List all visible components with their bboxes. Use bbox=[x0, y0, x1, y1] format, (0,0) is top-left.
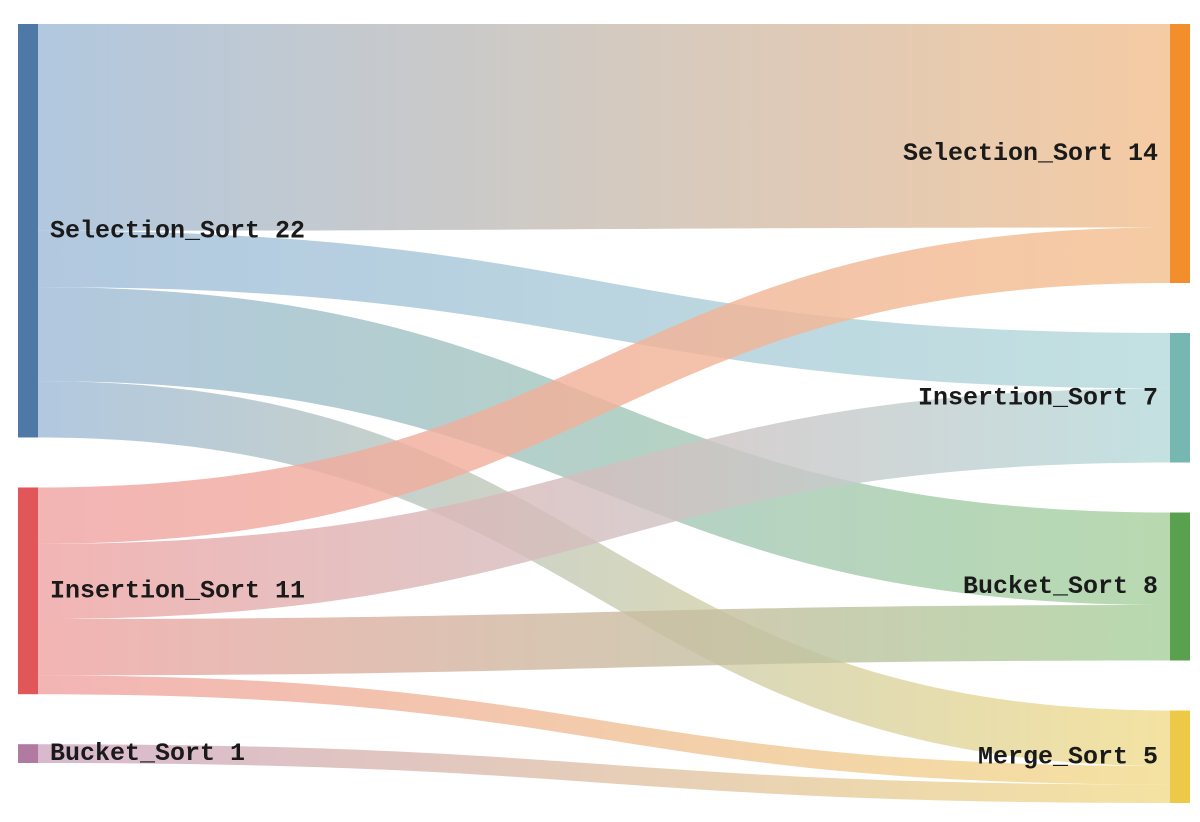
link-selection-sort-to-selection-sort bbox=[38, 24, 1170, 231]
node-source-selection-sort bbox=[18, 24, 38, 438]
link-bucket-sort-to-merge-sort bbox=[38, 744, 1170, 803]
node-source-insertion-sort bbox=[18, 487, 38, 695]
label-source-insertion-sort: Insertion_Sort 11 bbox=[50, 576, 305, 605]
link-insertion-sort-to-selection-sort bbox=[38, 227, 1170, 544]
sankey-links bbox=[38, 24, 1170, 803]
node-target-insertion-sort bbox=[1170, 333, 1190, 463]
link-insertion-sort-to-bucket-sort bbox=[38, 605, 1170, 676]
node-target-selection-sort bbox=[1170, 24, 1190, 283]
label-source-bucket-sort: Bucket_Sort 1 bbox=[50, 739, 245, 768]
label-target-bucket-sort: Bucket_Sort 8 bbox=[963, 572, 1158, 601]
node-source-bucket-sort bbox=[18, 744, 38, 763]
label-source-selection-sort: Selection_Sort 22 bbox=[50, 216, 305, 245]
node-target-bucket-sort bbox=[1170, 512, 1190, 661]
label-target-insertion-sort: Insertion_Sort 7 bbox=[918, 383, 1158, 412]
link-insertion-sort-to-insertion-sort bbox=[38, 388, 1170, 620]
label-target-selection-sort: Selection_Sort 14 bbox=[903, 139, 1158, 168]
sankey-nodes bbox=[18, 24, 1190, 803]
sankey-labels: Selection_Sort 22 Insertion_Sort 11 Bucket… bbox=[50, 139, 1158, 771]
link-selection-sort-to-bucket-sort bbox=[38, 287, 1170, 605]
link-insertion-sort-to-merge-sort bbox=[38, 675, 1170, 785]
link-selection-sort-to-merge-sort bbox=[38, 381, 1170, 766]
link-selection-sort-to-insertion-sort bbox=[38, 230, 1170, 389]
node-target-merge-sort bbox=[1170, 710, 1190, 803]
label-target-merge-sort: Merge_Sort 5 bbox=[978, 742, 1158, 771]
